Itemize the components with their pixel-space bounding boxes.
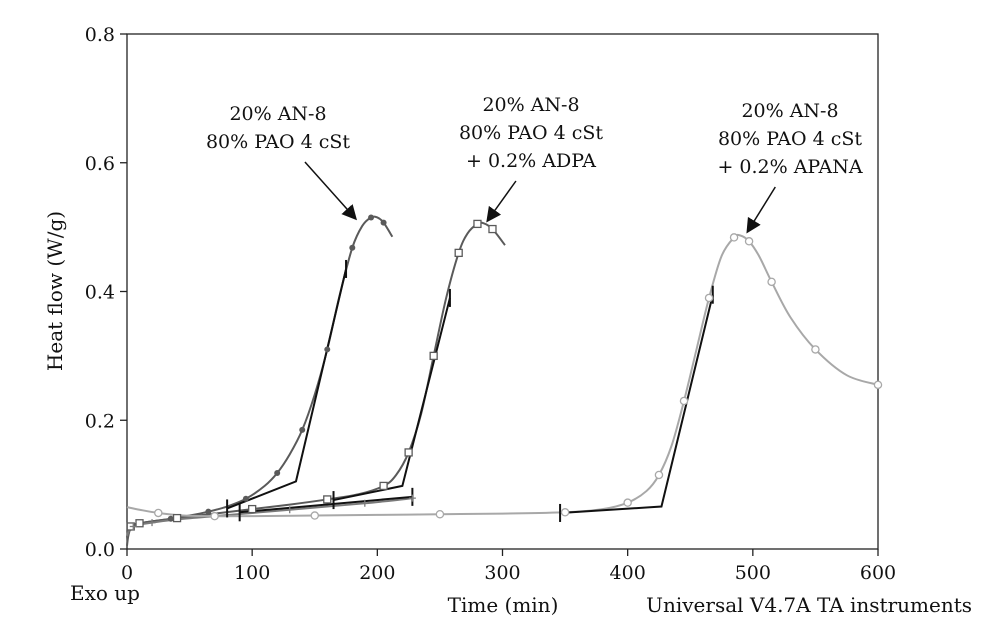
data-point	[286, 506, 294, 514]
data-point	[679, 396, 689, 406]
data-point	[729, 233, 739, 242]
data-point	[408, 494, 416, 502]
data-point	[435, 509, 445, 519]
data-point	[623, 498, 632, 507]
x-tick-label: 500	[735, 562, 771, 584]
data-point	[274, 470, 281, 477]
annotation-text: 20% AN-8	[229, 103, 326, 125]
annotation-arrow	[486, 180, 517, 223]
y-tick-label: 0.2	[85, 410, 115, 432]
y-axis-label: Heat flow (W/g)	[43, 211, 67, 371]
data-point	[148, 519, 156, 527]
annotation-arrow	[746, 186, 776, 234]
data-point	[205, 508, 212, 515]
data-point	[404, 448, 413, 457]
series-layer	[126, 215, 879, 546]
y-tick-label: 0.4	[85, 282, 115, 304]
annotation-arrow	[304, 161, 357, 221]
data-point	[135, 519, 144, 528]
data-point	[349, 244, 356, 251]
data-point	[324, 346, 331, 353]
y-tick-label: 0.6	[85, 153, 115, 175]
annotation-text: 80% PAO 4 cSt	[206, 131, 350, 153]
annotation-text: 20% AN-8	[741, 100, 838, 122]
instrument-label: Universal V4.7A TA instruments	[646, 593, 972, 617]
tick-layer: 0 100 200 300 400 500 600 0.0 0.2 0.4 0.6 0.8	[85, 24, 896, 584]
y-tick-label: 0.8	[85, 24, 115, 46]
data-point	[154, 508, 163, 518]
series-line-1	[126, 221, 506, 538]
exo-up-label: Exo up	[70, 581, 140, 605]
data-point	[488, 224, 497, 234]
data-point	[361, 499, 369, 507]
onset-tangent-1	[333, 297, 451, 502]
data-point	[473, 219, 482, 229]
x-tick-label: 300	[484, 562, 520, 584]
y-tick-label: 0.0	[85, 539, 115, 561]
data-point	[248, 504, 257, 514]
data-point	[811, 345, 820, 354]
data-point	[323, 495, 332, 504]
onset-tangent-2	[239, 495, 413, 514]
annotation-layer: 20% AN-8 80% PAO 4 cSt 20% AN-8 80% PAO 4 c…	[206, 94, 863, 234]
x-tick-label: 400	[610, 562, 646, 584]
data-point	[454, 248, 463, 258]
data-point	[368, 214, 375, 221]
x-tick-label: 200	[359, 562, 395, 584]
annotation-text: + 0.2% APANA	[717, 156, 862, 178]
x-tick-label: 100	[234, 562, 270, 584]
annotation-text: 20% AN-8	[482, 94, 579, 116]
data-point	[767, 277, 776, 287]
data-point	[379, 481, 388, 491]
annotation-text: 80% PAO 4 cSt	[459, 122, 603, 144]
data-point	[172, 513, 182, 523]
x-tick-label: 600	[860, 562, 896, 584]
tangent-layer	[226, 259, 714, 522]
data-point	[560, 508, 570, 517]
onset-tangent-0	[226, 268, 348, 510]
data-point	[654, 470, 664, 480]
x-tick-label: 0	[121, 562, 133, 584]
data-point	[167, 515, 174, 522]
data-point	[873, 380, 883, 390]
data-point	[429, 351, 438, 361]
data-point	[380, 219, 387, 226]
data-point	[704, 293, 714, 303]
series-line-3	[126, 233, 879, 518]
annotation-text: 80% PAO 4 cSt	[718, 128, 862, 150]
data-point	[242, 495, 249, 502]
data-point	[744, 237, 754, 246]
onset-tangent-3	[560, 294, 714, 514]
data-point	[299, 426, 306, 433]
data-point	[210, 511, 219, 521]
data-point	[310, 511, 319, 520]
data-point	[129, 522, 137, 530]
marker-layer	[126, 214, 883, 531]
x-axis-label: Time (min)	[448, 593, 559, 617]
annotation-text: + 0.2% ADPA	[466, 150, 596, 172]
